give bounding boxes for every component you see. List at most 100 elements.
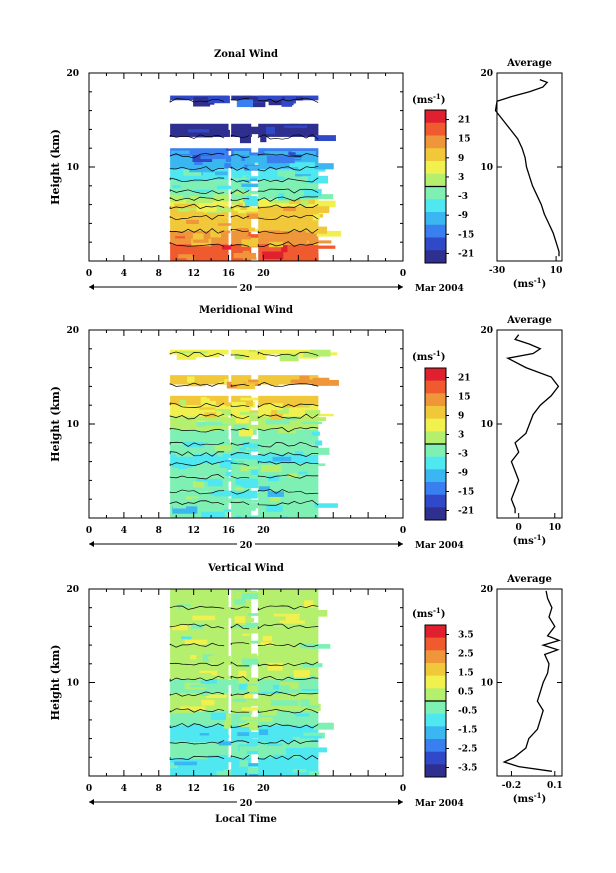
field-patch (174, 203, 199, 209)
field-patch (240, 473, 268, 479)
field-patch (236, 735, 253, 742)
x-tick-label: 0 (86, 784, 92, 794)
zero-contour (230, 97, 250, 101)
field-band (170, 395, 229, 406)
field-patch (186, 672, 212, 681)
zero-contour (230, 501, 250, 506)
field-patch (233, 155, 242, 162)
field-patch (269, 484, 288, 492)
field-patch (242, 250, 250, 255)
average-x-label-sup: -1 (534, 533, 542, 542)
field-patch (292, 457, 309, 463)
date-suffix: Mar 2004 (415, 541, 464, 551)
colorbar-swatch (425, 393, 446, 407)
field-patch (204, 644, 229, 652)
field-patch (284, 173, 292, 180)
colorbar-tick-label: 1.5 (458, 669, 474, 679)
field-patch (301, 421, 322, 425)
field-patch (310, 349, 331, 357)
colorbar-swatch (425, 456, 446, 470)
zero-contour (257, 351, 319, 357)
field-patch (231, 707, 253, 715)
field-patch (190, 684, 213, 688)
field-patch (172, 185, 181, 189)
field-patch (198, 429, 218, 432)
field-patch (171, 247, 198, 255)
field-patch (192, 751, 219, 755)
colorbar-swatch (425, 663, 446, 676)
colorbar-swatch (425, 713, 446, 727)
field-patch (201, 376, 225, 382)
average-y-tick-label: 10 (480, 163, 493, 173)
zero-contour (230, 189, 250, 195)
field-patch (199, 407, 216, 410)
field-band (170, 206, 229, 218)
field-patch (236, 99, 254, 108)
field-patch (264, 513, 283, 518)
field-patch (276, 407, 289, 415)
field-patch (215, 207, 240, 213)
field-patch (209, 656, 231, 664)
colorbar-tick-label: -21 (458, 249, 474, 259)
field-patch (238, 429, 254, 437)
field-patch (241, 593, 265, 600)
field-patch (178, 206, 190, 212)
colorbar-swatch (425, 675, 446, 689)
zero-contour (169, 740, 225, 745)
field-patch (233, 174, 243, 179)
zero-contour (230, 354, 250, 358)
field-patch (244, 459, 258, 467)
field-patch (176, 452, 194, 457)
colorbar-tick-label: 0.5 (458, 688, 474, 698)
zero-contour (169, 500, 225, 506)
zero-contour (230, 661, 250, 667)
field-patch (239, 412, 262, 415)
field-patch (181, 636, 192, 640)
zero-contour (230, 166, 250, 171)
field-patch (271, 607, 297, 614)
field-patch (238, 677, 247, 684)
zero-contour (257, 754, 319, 761)
field-patch (314, 226, 328, 234)
zero-contour (257, 642, 319, 648)
colorbar-swatch (425, 380, 446, 394)
zero-contour (169, 708, 225, 713)
field-patch (283, 251, 304, 255)
zero-contour (230, 606, 250, 610)
average-y-tick-label: 20 (480, 69, 493, 79)
field-patch (259, 717, 273, 722)
average-y-tick-label: 20 (480, 326, 493, 336)
y-tick-label: 20 (66, 69, 79, 79)
colorbar-swatch (425, 751, 446, 765)
zero-contour (257, 623, 319, 630)
field-patch (301, 688, 319, 692)
field-patch (231, 628, 240, 631)
field-patch (303, 747, 327, 753)
field-patch (300, 660, 315, 665)
field-patch (170, 763, 178, 769)
zero-contour (169, 662, 225, 666)
x-tick-label: 20 (257, 269, 270, 279)
x-axis-label: Local Time (215, 814, 277, 825)
colorbar-tick-label: 3.5 (458, 631, 474, 641)
colorbar-swatch (425, 739, 446, 752)
field-patch (232, 223, 245, 230)
field-patch (303, 447, 330, 455)
field-patch (242, 633, 250, 636)
field-patch (288, 397, 314, 404)
colorbar-swatch (425, 507, 446, 521)
field-patch (245, 516, 260, 518)
zero-contour (257, 203, 319, 209)
colorbar-swatch (425, 701, 446, 714)
field-patch (245, 176, 268, 179)
field-patch (313, 722, 334, 730)
colorbar-tick-label: -2.5 (458, 745, 477, 755)
colorbar-tick-label: 21 (458, 374, 471, 384)
field-patch (245, 196, 257, 204)
field-patch (298, 165, 326, 172)
field-patch (196, 421, 206, 427)
field-patch (214, 490, 240, 497)
field-patch (210, 229, 222, 238)
field-patch (179, 399, 187, 406)
